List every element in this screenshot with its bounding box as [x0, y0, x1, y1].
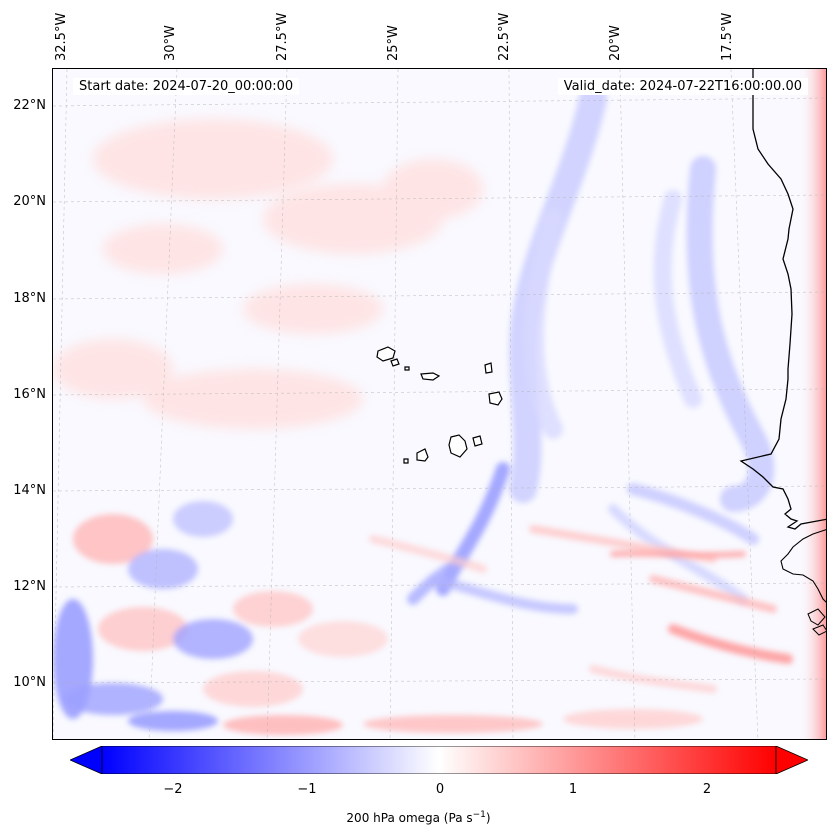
positive-omega-north — [53, 119, 483, 429]
lat-label-22n: 22°N — [13, 98, 46, 113]
lon-label-30w: 30°W — [163, 25, 178, 61]
lat-label-20n: 20°N — [13, 194, 46, 209]
colorbar-tick-1: 1 — [568, 782, 578, 797]
lon-label-27-5w: 27.5°W — [275, 12, 290, 61]
east-edge-positive — [798, 69, 826, 739]
colorbar-label-end: ) — [485, 811, 491, 825]
lat-label-16n: 16°N — [13, 387, 46, 402]
lat-label-18n: 18°N — [13, 291, 46, 306]
lat-label-10n: 10°N — [13, 675, 46, 690]
lon-label-32-5w: 32.5°W — [54, 12, 69, 61]
cape-verde-islands — [376, 346, 503, 464]
colorbar-label-exponent: −1 — [472, 810, 486, 820]
map-panel: Start date: 2024-07-20_00:00:00 Valid_da… — [52, 68, 827, 740]
colorbar-tick-2: 2 — [702, 782, 712, 797]
lon-label-25w: 25°W — [386, 25, 401, 61]
colorbar-tick-neg1: −1 — [297, 782, 317, 797]
lon-label-22-5w: 22.5°W — [497, 12, 512, 61]
guinea-coastline — [780, 529, 826, 603]
lat-label-14n: 14°N — [13, 483, 46, 498]
lon-label-17-5w: 17.5°W — [720, 12, 735, 61]
southeast-positive-streaks — [369, 525, 793, 693]
colorbar-tick-0: 0 — [435, 782, 445, 797]
colorbar — [70, 746, 808, 774]
africa-coastline — [739, 69, 826, 530]
colorbar-tick-neg2: −2 — [163, 782, 183, 797]
colorbar-gradient — [101, 746, 777, 774]
graticule — [53, 69, 826, 739]
lat-label-12n: 12°N — [13, 579, 46, 594]
colorbar-label-main: 200 hPa omega (Pa s — [346, 811, 473, 825]
colorbar-extend-max — [775, 746, 808, 774]
valid-date-label: Valid_date: 2024-07-22T16:00:00.00 — [557, 78, 808, 95]
omega-field-map — [53, 69, 826, 739]
colorbar-label: 200 hPa omega (Pa s−1) — [0, 810, 837, 825]
negative-omega-bands — [407, 85, 775, 614]
southwest-mixed-region — [53, 501, 703, 735]
start-date-label: Start date: 2024-07-20_00:00:00 — [73, 78, 300, 95]
lon-label-20w: 20°W — [608, 25, 623, 61]
colorbar-extend-min — [70, 746, 103, 774]
bissagos-islands — [807, 608, 826, 636]
